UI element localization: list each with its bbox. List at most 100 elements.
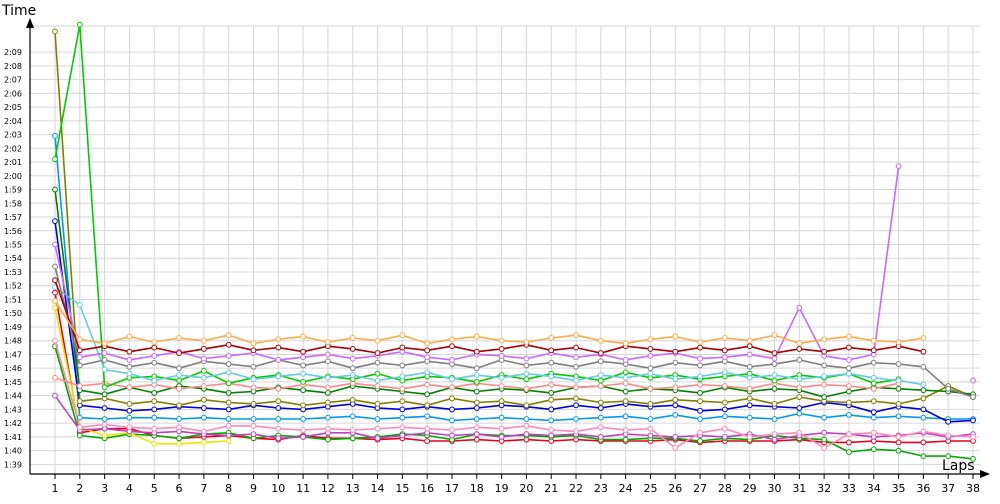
data-point (101, 340, 108, 347)
data-point (300, 433, 307, 440)
data-point (846, 370, 852, 377)
data-point (473, 431, 480, 438)
series-13 (52, 263, 976, 400)
data-point (449, 417, 455, 424)
x-tick-label: 29 (743, 482, 757, 495)
data-point (846, 431, 852, 438)
data-point (870, 398, 877, 405)
y-tick-label: 1:45 (4, 378, 22, 387)
data-point (796, 429, 803, 436)
data-point (300, 362, 307, 369)
data-point (573, 363, 579, 370)
data-point (76, 302, 83, 308)
data-point (225, 332, 232, 339)
y-tick-label: 2:02 (4, 144, 22, 153)
data-point (449, 336, 455, 343)
y-tick-label: 1:41 (4, 433, 22, 442)
data-point (895, 377, 902, 384)
data-point (771, 416, 778, 422)
data-point (821, 373, 828, 380)
x-tick-label: 37 (941, 482, 955, 495)
data-point (622, 436, 629, 443)
data-point (275, 357, 282, 363)
y-tick-label: 1:40 (4, 447, 22, 456)
data-point (721, 399, 728, 406)
y-tick-label: 1:46 (4, 364, 22, 373)
data-point (275, 373, 282, 380)
data-point (52, 374, 58, 381)
data-point (672, 333, 679, 340)
data-point (225, 361, 232, 367)
x-tick-label: 33 (842, 482, 856, 495)
data-point (721, 383, 728, 389)
data-point (325, 351, 331, 358)
data-point (697, 362, 703, 369)
data-point (721, 347, 728, 354)
data-point (76, 347, 83, 354)
y-tick-label: 1:44 (4, 392, 22, 401)
data-point (200, 396, 207, 403)
data-point (200, 355, 207, 362)
data-point (76, 383, 83, 389)
data-point (176, 350, 182, 356)
y-tick-label: 1:50 (4, 309, 22, 318)
data-point (424, 413, 431, 420)
data-point (424, 354, 431, 361)
data-point (597, 337, 604, 344)
data-point (126, 370, 133, 377)
data-point (349, 346, 356, 352)
y-tick-label: 1:42 (4, 419, 22, 428)
data-point (846, 344, 852, 351)
data-point (399, 373, 406, 380)
data-point (473, 379, 480, 385)
data-point (52, 277, 58, 284)
data-point (523, 339, 530, 345)
data-point (498, 337, 505, 344)
data-point (300, 387, 307, 394)
data-point (498, 374, 505, 381)
series-line (54, 292, 973, 444)
data-point (176, 365, 182, 372)
data-point (672, 412, 679, 418)
x-tick-label: 28 (718, 482, 732, 495)
y-tick-labels: 1:39 1:40 1:41 1:42 1:43 1:44 1:45 1:46 1:47 1:48… (4, 48, 22, 469)
series-4 (52, 392, 976, 443)
data-point (796, 405, 803, 411)
series-line (54, 395, 974, 441)
data-point (870, 374, 877, 381)
data-point (300, 379, 307, 385)
data-point (721, 433, 728, 440)
data-point (225, 341, 232, 348)
data-point (846, 449, 852, 455)
y-tick-label: 2:09 (4, 48, 22, 57)
data-point (597, 414, 604, 421)
data-point (672, 348, 679, 355)
x-tick-label: 36 (916, 482, 930, 495)
data-point (647, 425, 654, 432)
data-point (920, 428, 927, 435)
series-line (54, 340, 974, 449)
data-point (374, 370, 381, 377)
data-point (846, 399, 852, 406)
data-point (151, 425, 158, 432)
data-point (300, 354, 307, 361)
x-tick-label: 23 (594, 482, 608, 495)
data-point (300, 333, 307, 340)
data-point (275, 336, 282, 343)
data-point (647, 432, 654, 439)
data-point (746, 337, 753, 344)
data-point (176, 372, 182, 378)
data-point (101, 416, 108, 422)
data-point (796, 357, 803, 363)
data-point (200, 374, 207, 381)
x-tick-label: 13 (346, 482, 360, 495)
data-point (870, 347, 877, 354)
series-line (54, 279, 924, 354)
data-point (821, 429, 828, 436)
data-point (746, 395, 753, 402)
data-point (672, 384, 679, 391)
data-point (672, 359, 679, 366)
data-point (920, 395, 927, 402)
data-point (275, 425, 282, 432)
